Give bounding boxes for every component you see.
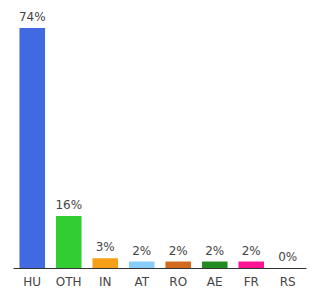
svg-text:2%: 2% — [132, 244, 151, 258]
svg-text:FR: FR — [244, 275, 259, 289]
svg-text:3%: 3% — [96, 240, 115, 254]
svg-text:0%: 0% — [278, 250, 297, 264]
svg-text:OTH: OTH — [56, 275, 82, 289]
svg-text:2%: 2% — [242, 244, 261, 258]
svg-text:AT: AT — [134, 275, 149, 289]
svg-text:AE: AE — [207, 275, 223, 289]
svg-text:RO: RO — [169, 275, 187, 289]
svg-text:2%: 2% — [169, 244, 188, 258]
svg-text:74%: 74% — [19, 10, 46, 24]
svg-text:2%: 2% — [205, 244, 224, 258]
svg-text:16%: 16% — [55, 198, 82, 212]
svg-text:HU: HU — [23, 275, 41, 289]
svg-text:IN: IN — [99, 275, 112, 289]
svg-text:RS: RS — [280, 275, 296, 289]
